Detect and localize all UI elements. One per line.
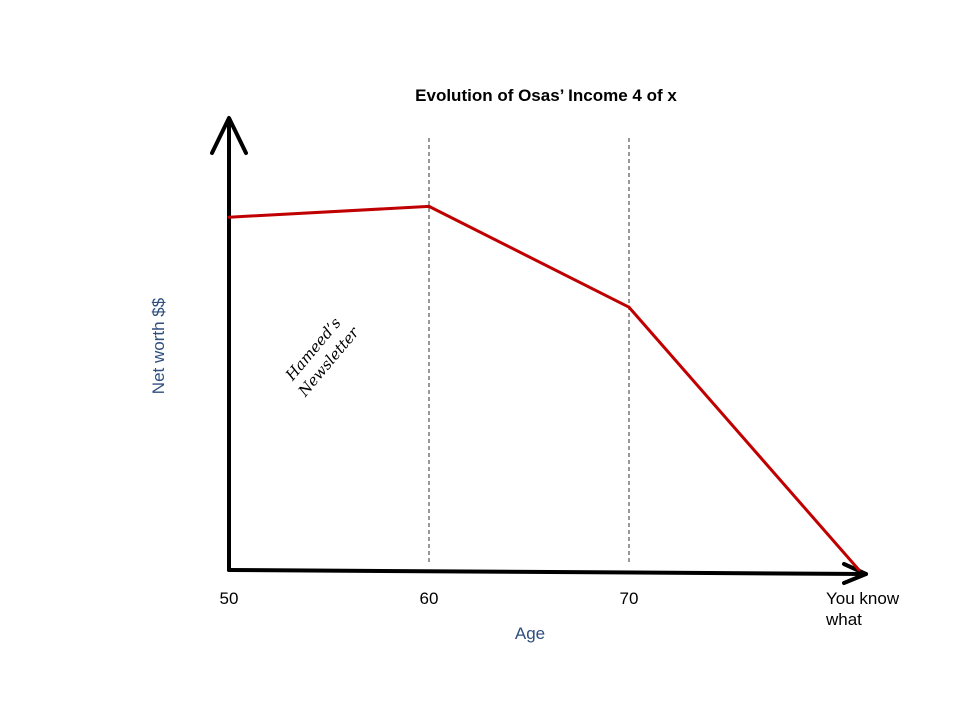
vertical-markers [428, 138, 630, 562]
x-tick-label: 60 [420, 589, 439, 608]
chart-title: Evolution of Osas’ Income 4 of x [415, 86, 677, 105]
data-point [627, 305, 631, 309]
data-point [857, 568, 861, 572]
data-point [227, 215, 231, 219]
data-points [227, 204, 861, 572]
x-tick-label: 50 [220, 589, 239, 608]
y-axis-arrow [210, 116, 248, 155]
x-tick-label: 70 [620, 589, 639, 608]
watermark: Hameed’s Newsletter [281, 314, 363, 401]
x-tick-labels: 50 60 70 You know what [220, 589, 900, 629]
data-point [427, 204, 431, 208]
x-axis-label: Age [515, 624, 545, 643]
x-axis-arrow [842, 562, 868, 585]
x-tick-label: You know what [825, 589, 900, 629]
y-axis-label: Net worth $$ [149, 297, 168, 394]
x-axis [227, 568, 868, 576]
series-line [228, 204, 861, 571]
